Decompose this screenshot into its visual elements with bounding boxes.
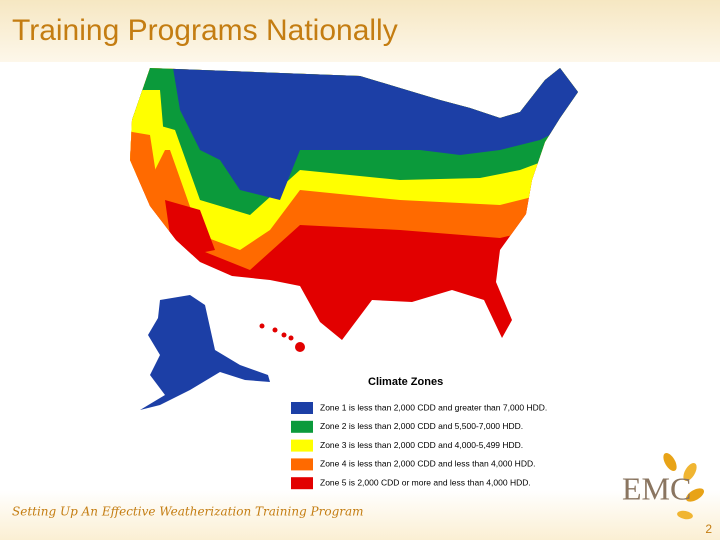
legend-title: Climate Zones xyxy=(368,376,443,388)
legend: Zone 1 is less than 2,000 CDD and greate… xyxy=(291,402,547,490)
slide-title: Training Programs Nationally xyxy=(12,14,398,47)
page-number: 2 xyxy=(705,522,712,536)
legend-swatch xyxy=(291,458,313,471)
legend-label: Zone 4 is less than 2,000 CDD and less t… xyxy=(320,459,535,469)
footer-band xyxy=(0,490,720,540)
logo-text: EMC xyxy=(622,470,691,506)
legend-swatch xyxy=(291,402,313,414)
legend-swatch xyxy=(291,477,313,490)
island xyxy=(281,332,287,338)
zone-region xyxy=(165,200,215,255)
alaska xyxy=(140,295,270,410)
legend-label: Zone 1 is less than 2,000 CDD and greate… xyxy=(320,402,547,412)
legend-label: Zone 5 is 2,000 CDD or more and less tha… xyxy=(320,477,531,487)
island xyxy=(272,327,278,333)
logo: EMC xyxy=(622,452,705,520)
island xyxy=(259,323,265,329)
logo-leaf xyxy=(683,462,697,482)
footer-text: Setting Up An Effective Weatherization T… xyxy=(12,505,364,519)
logo-leaf xyxy=(677,510,693,520)
logo-leaf xyxy=(663,452,677,472)
legend-swatch xyxy=(291,420,313,433)
legend-label: Zone 2 is less than 2,000 CDD and 5,500-… xyxy=(320,421,523,431)
legend-label: Zone 3 is less than 2,000 CDD and 4,000-… xyxy=(320,440,523,450)
island xyxy=(288,335,294,341)
logo-leaf xyxy=(685,488,705,502)
island xyxy=(295,342,305,352)
legend-swatch xyxy=(291,439,313,452)
hawaii xyxy=(259,323,305,352)
title-band xyxy=(0,0,720,62)
